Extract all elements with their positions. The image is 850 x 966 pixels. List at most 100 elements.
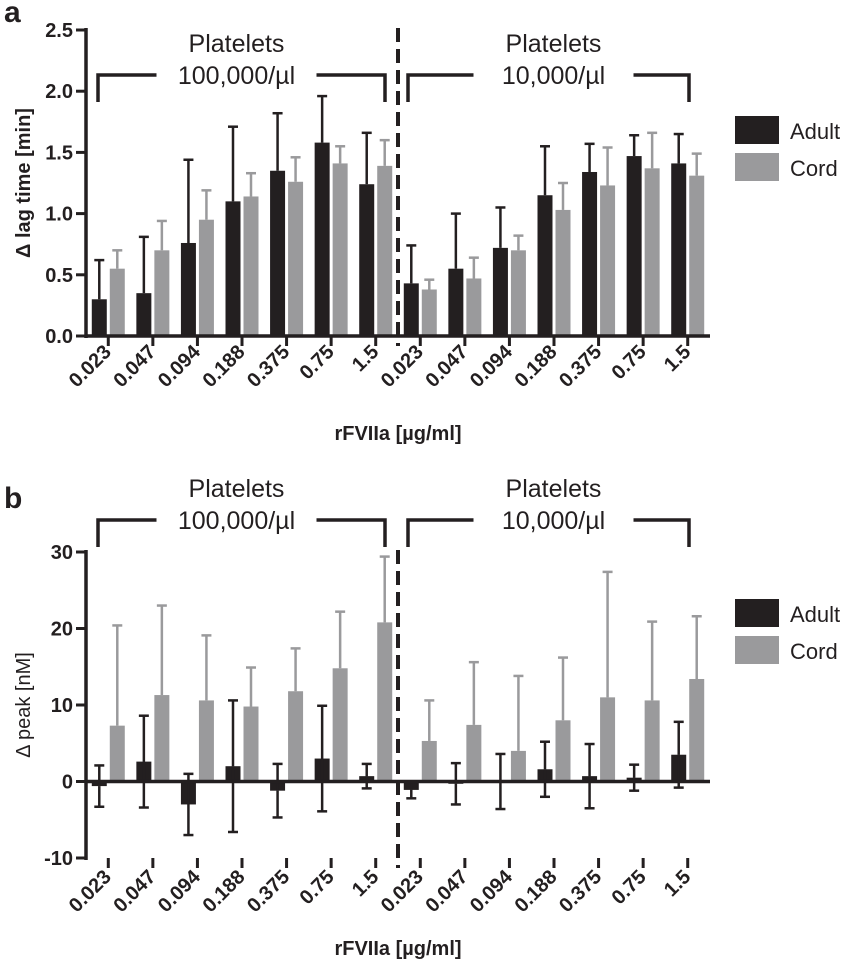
legend-label: Cord [790, 639, 838, 664]
bar-cord [243, 706, 259, 782]
x-tick-label: 0.023 [65, 866, 116, 917]
group-subtitle: 10,000/µl [502, 507, 605, 535]
group-title: Platelets [506, 30, 602, 58]
x-axis-label: rFVIIa [µg/ml] [334, 938, 461, 960]
bar-cord [109, 268, 125, 336]
x-tick-label: 1.5 [660, 341, 695, 376]
bar-cord [555, 720, 571, 782]
bar-adult [270, 170, 286, 336]
x-tick-label: 1.5 [348, 341, 383, 376]
legend-swatch-adult [735, 599, 779, 627]
panel-letter: b [4, 482, 22, 515]
bar-cord [644, 700, 660, 782]
group-bracket-left [406, 73, 474, 102]
bar-cord [109, 725, 125, 782]
x-tick-label: 0.047 [421, 341, 472, 392]
x-tick-label: 0.375 [243, 341, 294, 392]
x-tick-label: 0.047 [109, 866, 160, 917]
x-tick-label: 0.75 [296, 341, 339, 384]
legend-swatch-cord [735, 153, 779, 181]
bar-cord [689, 175, 705, 336]
bar-cord [198, 219, 214, 336]
x-tick-label: 0.094 [154, 865, 206, 917]
x-tick-label: 0.188 [511, 866, 562, 917]
x-tick-label: 0.047 [421, 866, 472, 917]
panel-a: a0.00.51.01.52.02.50.0230.0470.0940.1880… [4, 0, 840, 445]
bar-cord [421, 740, 437, 782]
x-tick-label: 0.188 [199, 341, 250, 392]
group-bracket-right [633, 73, 691, 102]
x-tick-label: 0.188 [511, 341, 562, 392]
group-subtitle: 10,000/µl [502, 62, 605, 90]
bar-adult [626, 156, 642, 336]
bar-cord [689, 678, 705, 782]
panel-letter: a [4, 0, 21, 29]
x-tick-label: 0.375 [555, 866, 606, 917]
bar-cord [510, 750, 526, 782]
legend-swatch-adult [735, 116, 779, 144]
bar-adult [537, 195, 553, 336]
bar-cord [243, 196, 259, 336]
y-tick-label: 0 [62, 772, 73, 794]
bar-adult [136, 293, 152, 336]
group-bracket-right [316, 73, 387, 102]
bar-cord [288, 691, 304, 782]
legend-label: Adult [790, 119, 840, 144]
bar-adult [359, 184, 375, 336]
bar-cord [288, 181, 304, 336]
x-tick-label: 0.023 [377, 866, 428, 917]
x-tick-label: 0.75 [608, 341, 651, 384]
group-bracket-left [96, 518, 157, 547]
group-subtitle: 100,000/µl [178, 507, 295, 535]
group-title: Platelets [506, 475, 602, 503]
y-tick-label: 1.5 [45, 142, 73, 164]
bar-cord [154, 695, 170, 782]
bar-cord [510, 250, 526, 336]
x-tick-label: 0.75 [296, 866, 339, 909]
y-tick-label: 2.5 [45, 20, 73, 42]
group-subtitle: 100,000/µl [178, 62, 295, 90]
x-tick-label: 1.5 [348, 866, 383, 901]
bar-cord [555, 209, 571, 336]
bar-cord [332, 668, 348, 782]
bar-adult [671, 163, 687, 336]
bar-adult [403, 283, 419, 336]
bar-adult [225, 201, 241, 336]
x-tick-label: 0.094 [154, 340, 206, 392]
group-title: Platelets [189, 475, 285, 503]
y-tick-label: 0.5 [45, 265, 73, 287]
bar-cord [332, 163, 348, 336]
y-axis-label: Δ lag time [min] [13, 108, 35, 258]
x-tick-label: 0.188 [199, 866, 250, 917]
x-tick-label: 1.5 [660, 866, 695, 901]
y-tick-label: 1.0 [45, 204, 73, 226]
bar-adult [492, 247, 508, 336]
bar-cord [377, 622, 393, 782]
bar-cord [421, 289, 437, 336]
y-axis-label: Δ peak [nM] [13, 652, 35, 758]
bar-cord [600, 697, 616, 782]
y-tick-label: 20 [51, 619, 73, 641]
bar-cord [466, 278, 482, 336]
x-tick-label: 0.023 [377, 341, 428, 392]
bar-cord [377, 165, 393, 336]
x-axis-label: rFVIIa [µg/ml] [334, 423, 461, 445]
bar-cord [198, 700, 214, 782]
y-tick-label: 10 [51, 695, 73, 717]
x-tick-label: 0.75 [608, 866, 651, 909]
bar-adult [91, 299, 107, 336]
group-bracket-right [633, 518, 691, 547]
x-tick-label: 0.375 [243, 866, 294, 917]
group-bracket-right [316, 518, 387, 547]
bar-cord [154, 250, 170, 336]
x-tick-label: 0.023 [65, 341, 116, 392]
group-title: Platelets [189, 30, 285, 58]
bar-cord [600, 185, 616, 336]
group-bracket-left [406, 518, 474, 547]
group-bracket-left [96, 73, 157, 102]
y-tick-label: 30 [51, 542, 73, 564]
bar-adult [582, 171, 598, 336]
y-tick-label: 2.0 [45, 81, 73, 103]
